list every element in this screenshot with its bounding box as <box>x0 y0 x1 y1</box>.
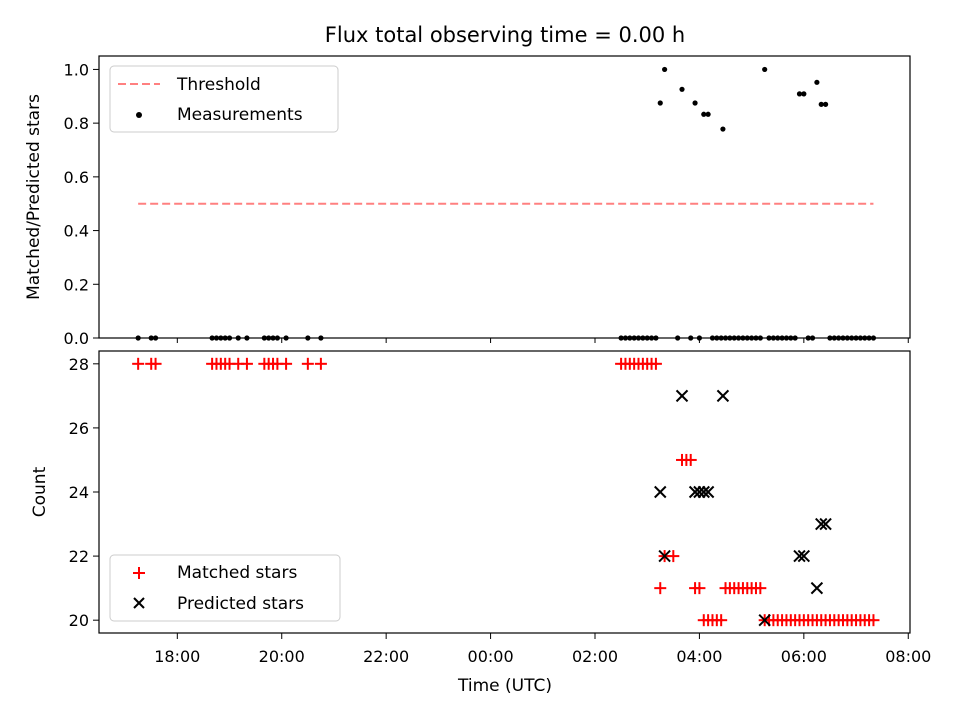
matched-star-point <box>649 357 662 370</box>
top-y-tick-label: 0.4 <box>64 222 89 241</box>
predicted-star-point <box>810 581 824 595</box>
threshold-legend-label: Threshold <box>176 75 261 95</box>
bottom-y-axis: 20 22 24 26 28 <box>69 355 99 630</box>
top-y-tick-label: 1.0 <box>64 60 89 79</box>
bottom-x-tick-label: 18:00 <box>154 647 200 666</box>
x-axis-label: Time (UTC) <box>457 676 552 696</box>
bottom-x-tick-label: 02:00 <box>572 647 618 666</box>
bottom-y-tick-label: 22 <box>69 547 89 566</box>
matched-legend-swatch <box>133 567 145 579</box>
top-y-tick-label: 0.2 <box>64 275 89 294</box>
predicted-star-point <box>793 549 806 563</box>
bottom-x-tick-label: 00:00 <box>468 647 514 666</box>
matched-stars-series <box>132 357 880 627</box>
predicted-star-point <box>697 485 710 499</box>
bottom-y-tick-label: 26 <box>69 419 89 438</box>
bottom-y-axis-label: Count <box>30 466 50 517</box>
top-y-tick-label: 0.8 <box>64 114 89 133</box>
predicted-star-point <box>701 485 715 499</box>
measurement-point <box>679 86 685 92</box>
predicted-star-point <box>758 613 771 627</box>
top-plot-frame <box>98 55 911 339</box>
chart-title: Flux total observing time = 0.00 h <box>325 23 685 47</box>
measurement-point <box>822 101 829 107</box>
measurement-point <box>720 126 726 132</box>
matched-star-point <box>667 550 680 563</box>
matched-star-point <box>754 582 767 595</box>
matched-star-point <box>693 582 706 595</box>
matched-star-point <box>715 614 728 627</box>
top-y-axis-label: Matched/Predicted stars <box>24 94 44 300</box>
matched-star-point <box>240 357 253 370</box>
predicted-star-point <box>675 389 689 403</box>
top-y-axis: 0.0 0.2 0.4 0.6 0.8 1.0 <box>64 60 99 348</box>
matched-star-point <box>314 357 327 370</box>
predicted-star-point <box>819 517 832 531</box>
bottom-x-tick-label: 22:00 <box>363 647 409 666</box>
bottom-legend: Matched stars Predicted stars <box>109 554 341 622</box>
matched-star-point <box>654 582 667 595</box>
bottom-y-tick-label: 24 <box>69 483 89 502</box>
predicted-legend-swatch <box>133 597 145 609</box>
measurement-point <box>657 100 663 106</box>
top-y-tick-label: 0.0 <box>64 329 89 348</box>
measurement-point <box>692 100 698 106</box>
bottom-x-tick-label: 06:00 <box>781 647 827 666</box>
bottom-y-tick-label: 28 <box>69 355 89 374</box>
top-legend-frame <box>109 65 339 133</box>
measurements-legend-swatch <box>136 112 142 118</box>
bottom-legend-frame <box>109 554 341 622</box>
predicted-star-point <box>797 549 811 563</box>
matched-star-point <box>867 614 880 627</box>
bottom-panel: 20 22 24 26 28 18:00 20:00 22:00 00:00 02:00 04:0… <box>30 350 931 696</box>
measurement-point <box>705 111 711 117</box>
bottom-x-axis: 18:00 20:00 22:00 00:00 02:00 04:00 06:00 08:00 <box>154 633 931 666</box>
predicted-star-point <box>658 549 671 563</box>
measurement-point <box>662 66 668 73</box>
bottom-plot-frame <box>98 350 911 634</box>
matched-star-point <box>684 453 697 466</box>
matched-legend-label: Matched stars <box>177 563 297 583</box>
top-y-tick-label: 0.6 <box>64 168 89 187</box>
bottom-y-tick-label: 20 <box>69 611 89 630</box>
matched-star-point <box>149 357 162 370</box>
matched-star-point <box>280 357 293 370</box>
measurements-legend-label: Measurements <box>177 105 303 125</box>
bottom-x-tick-label: 04:00 <box>676 647 722 666</box>
measurement-point <box>814 79 820 85</box>
predicted-star-point <box>716 389 730 403</box>
top-panel: 0.0 0.2 0.4 0.6 0.8 1.0 Matched/Predicted sta… <box>24 55 911 348</box>
measurement-point <box>701 111 707 117</box>
measurement-point <box>818 101 824 107</box>
bottom-x-tick-label: 08:00 <box>885 647 931 666</box>
matched-star-point <box>301 357 314 370</box>
measurement-point <box>801 91 807 97</box>
predicted-legend-label: Predicted stars <box>177 594 304 614</box>
top-legend: Threshold Measurements <box>109 65 339 133</box>
matched-star-point <box>132 357 145 370</box>
predicted-stars-series <box>654 389 832 627</box>
measurement-point <box>762 66 768 73</box>
bottom-x-tick-label: 20:00 <box>259 647 305 666</box>
predicted-star-point <box>654 485 667 499</box>
predicted-star-point <box>815 517 828 531</box>
measurement-point <box>796 91 803 97</box>
measurements-series <box>135 66 877 341</box>
